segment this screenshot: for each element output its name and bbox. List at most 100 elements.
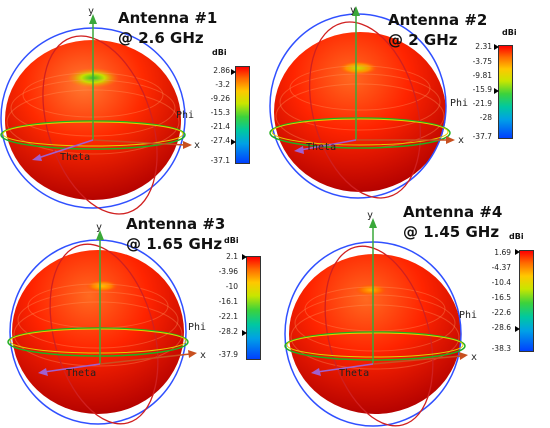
theta-axis bbox=[43, 363, 101, 373]
colorbar-unit: dBi bbox=[224, 236, 239, 245]
colorbar-tick: -22.1 bbox=[218, 312, 238, 321]
antenna-1-radiation-pattern: y x Phi Theta bbox=[0, 6, 200, 215]
y-axis-label: y bbox=[367, 210, 373, 221]
colorbar-unit: dBi bbox=[212, 48, 227, 57]
antenna-4-radiation-pattern: y x Phi Theta bbox=[284, 210, 477, 427]
colorbar-tick: -21.9 bbox=[472, 99, 492, 108]
colorbar-tick: -15.3 bbox=[210, 108, 230, 117]
colorbar-tick: -27.4 bbox=[210, 136, 230, 145]
colorbar-tick: -9.81 bbox=[472, 71, 492, 80]
red-ring bbox=[308, 21, 422, 199]
theta-label: Theta bbox=[339, 368, 369, 379]
phi-label: Phi bbox=[450, 98, 468, 109]
theta-axis bbox=[316, 363, 374, 373]
x-axis bbox=[99, 353, 191, 365]
colorbar-tick: -3.2 bbox=[215, 80, 230, 89]
green-ring bbox=[284, 331, 466, 361]
yellow-ring bbox=[286, 332, 464, 358]
colorbar-tick: -37.7 bbox=[472, 132, 492, 141]
colorbar-marker bbox=[231, 139, 236, 145]
colorbar-unit: dBi bbox=[509, 232, 524, 241]
colorbar-tick: -21.4 bbox=[210, 122, 230, 131]
colorbar-marker bbox=[515, 249, 520, 255]
colorbar-tick: -10.4 bbox=[491, 278, 511, 287]
theta-label: Theta bbox=[66, 368, 96, 379]
antenna-1-title: Antenna #1 @ 2.6 GHz bbox=[118, 9, 218, 47]
z-arrow bbox=[352, 6, 360, 16]
colorbar-marker bbox=[494, 88, 499, 94]
antenna-3-panel: y x Phi Theta Antenna #3 @ 1.65 GHz dBi 2… bbox=[0, 214, 275, 428]
pattern-sphere bbox=[289, 254, 461, 414]
theta-arrow bbox=[38, 368, 48, 376]
pattern-top-dimple bbox=[86, 280, 118, 292]
colorbar-tick: -22.6 bbox=[491, 308, 511, 317]
theta-axis bbox=[299, 139, 357, 151]
colorbar-marker bbox=[242, 254, 247, 260]
yellow-ring bbox=[271, 118, 449, 146]
x-arrow bbox=[188, 350, 197, 358]
phi-label: Phi bbox=[188, 322, 206, 333]
y-axis-label: y bbox=[350, 5, 356, 16]
colorbar-tick: 2.86 bbox=[213, 66, 230, 75]
colorbar-tick: -37.9 bbox=[218, 350, 238, 359]
colorbar-gradient bbox=[498, 45, 513, 139]
colorbar-tick: 2.31 bbox=[475, 42, 492, 51]
antenna-1-panel: y x Phi Theta Antenna #1 @ 2.6 GHz dBi 2.… bbox=[0, 0, 275, 215]
x-axis-label: x bbox=[458, 135, 464, 146]
colorbar-gradient bbox=[235, 66, 250, 164]
x-arrow bbox=[446, 136, 455, 144]
green-ring bbox=[269, 117, 451, 149]
colorbar-tick: -15.9 bbox=[472, 85, 492, 94]
colorbar-marker bbox=[494, 44, 499, 50]
colorbar-tick: -37.1 bbox=[210, 156, 230, 165]
red-ring bbox=[42, 35, 158, 215]
colorbar-unit: dBi bbox=[502, 28, 517, 37]
colorbar-marker bbox=[515, 326, 520, 332]
colorbar-tick: -28.6 bbox=[491, 323, 511, 332]
colorbar-tick: 2.1 bbox=[226, 252, 238, 261]
colorbar-tick: -3.96 bbox=[218, 267, 238, 276]
green-ring bbox=[7, 327, 189, 357]
antenna-3-title: Antenna #3 @ 1.65 GHz bbox=[126, 215, 226, 253]
y-axis-label: y bbox=[96, 222, 102, 233]
yellow-ring bbox=[9, 328, 187, 354]
antenna-2-radiation-pattern: y x Phi Theta bbox=[269, 5, 468, 199]
theta-label: Theta bbox=[60, 152, 90, 163]
colorbar-tick: -10 bbox=[225, 282, 238, 291]
colorbar-tick: -9.26 bbox=[210, 94, 230, 103]
antenna-2-panel: y x Phi Theta Antenna #2 @ 2 GHz dBi 2.31… bbox=[269, 0, 545, 214]
colorbar-tick: -16.5 bbox=[491, 293, 511, 302]
colorbar-tick: -3.75 bbox=[472, 57, 492, 66]
contour-bands bbox=[290, 286, 460, 370]
phi-label: Phi bbox=[176, 110, 194, 121]
colorbar-tick: -38.3 bbox=[491, 344, 511, 353]
theta-arrow bbox=[32, 154, 42, 161]
colorbar-tick: 1.69 bbox=[494, 248, 511, 257]
colorbar-tick: -28 bbox=[479, 113, 492, 122]
antenna-2-title: Antenna #2 @ 2 GHz bbox=[388, 11, 488, 49]
pattern-sphere bbox=[274, 32, 446, 192]
colorbar-tick: -4.37 bbox=[491, 263, 511, 272]
x-axis-label: x bbox=[200, 350, 206, 361]
pattern-top-dimple bbox=[355, 284, 387, 296]
theta-label: Theta bbox=[306, 142, 336, 153]
y-axis-label: y bbox=[88, 6, 94, 17]
colorbar-tick: -28.2 bbox=[218, 327, 238, 336]
theta-arrow bbox=[311, 368, 321, 376]
z-arrow bbox=[96, 230, 104, 240]
pattern-top-dimple bbox=[338, 61, 378, 75]
z-arrow bbox=[369, 218, 377, 228]
colorbar-marker bbox=[231, 69, 236, 75]
colorbar-marker bbox=[242, 330, 247, 336]
antenna-3-radiation-pattern: y x Phi Theta bbox=[7, 222, 206, 425]
colorbar-tick: -16.1 bbox=[218, 297, 238, 306]
x-axis bbox=[372, 355, 462, 365]
contour-bands bbox=[275, 65, 445, 149]
x-arrow bbox=[459, 352, 468, 360]
theta-arrow bbox=[294, 146, 304, 154]
red-ring bbox=[49, 243, 159, 425]
colorbar-gradient bbox=[519, 250, 534, 352]
phi-label: Phi bbox=[459, 310, 477, 321]
theta-axis bbox=[37, 139, 94, 159]
x-arrow bbox=[183, 141, 192, 149]
